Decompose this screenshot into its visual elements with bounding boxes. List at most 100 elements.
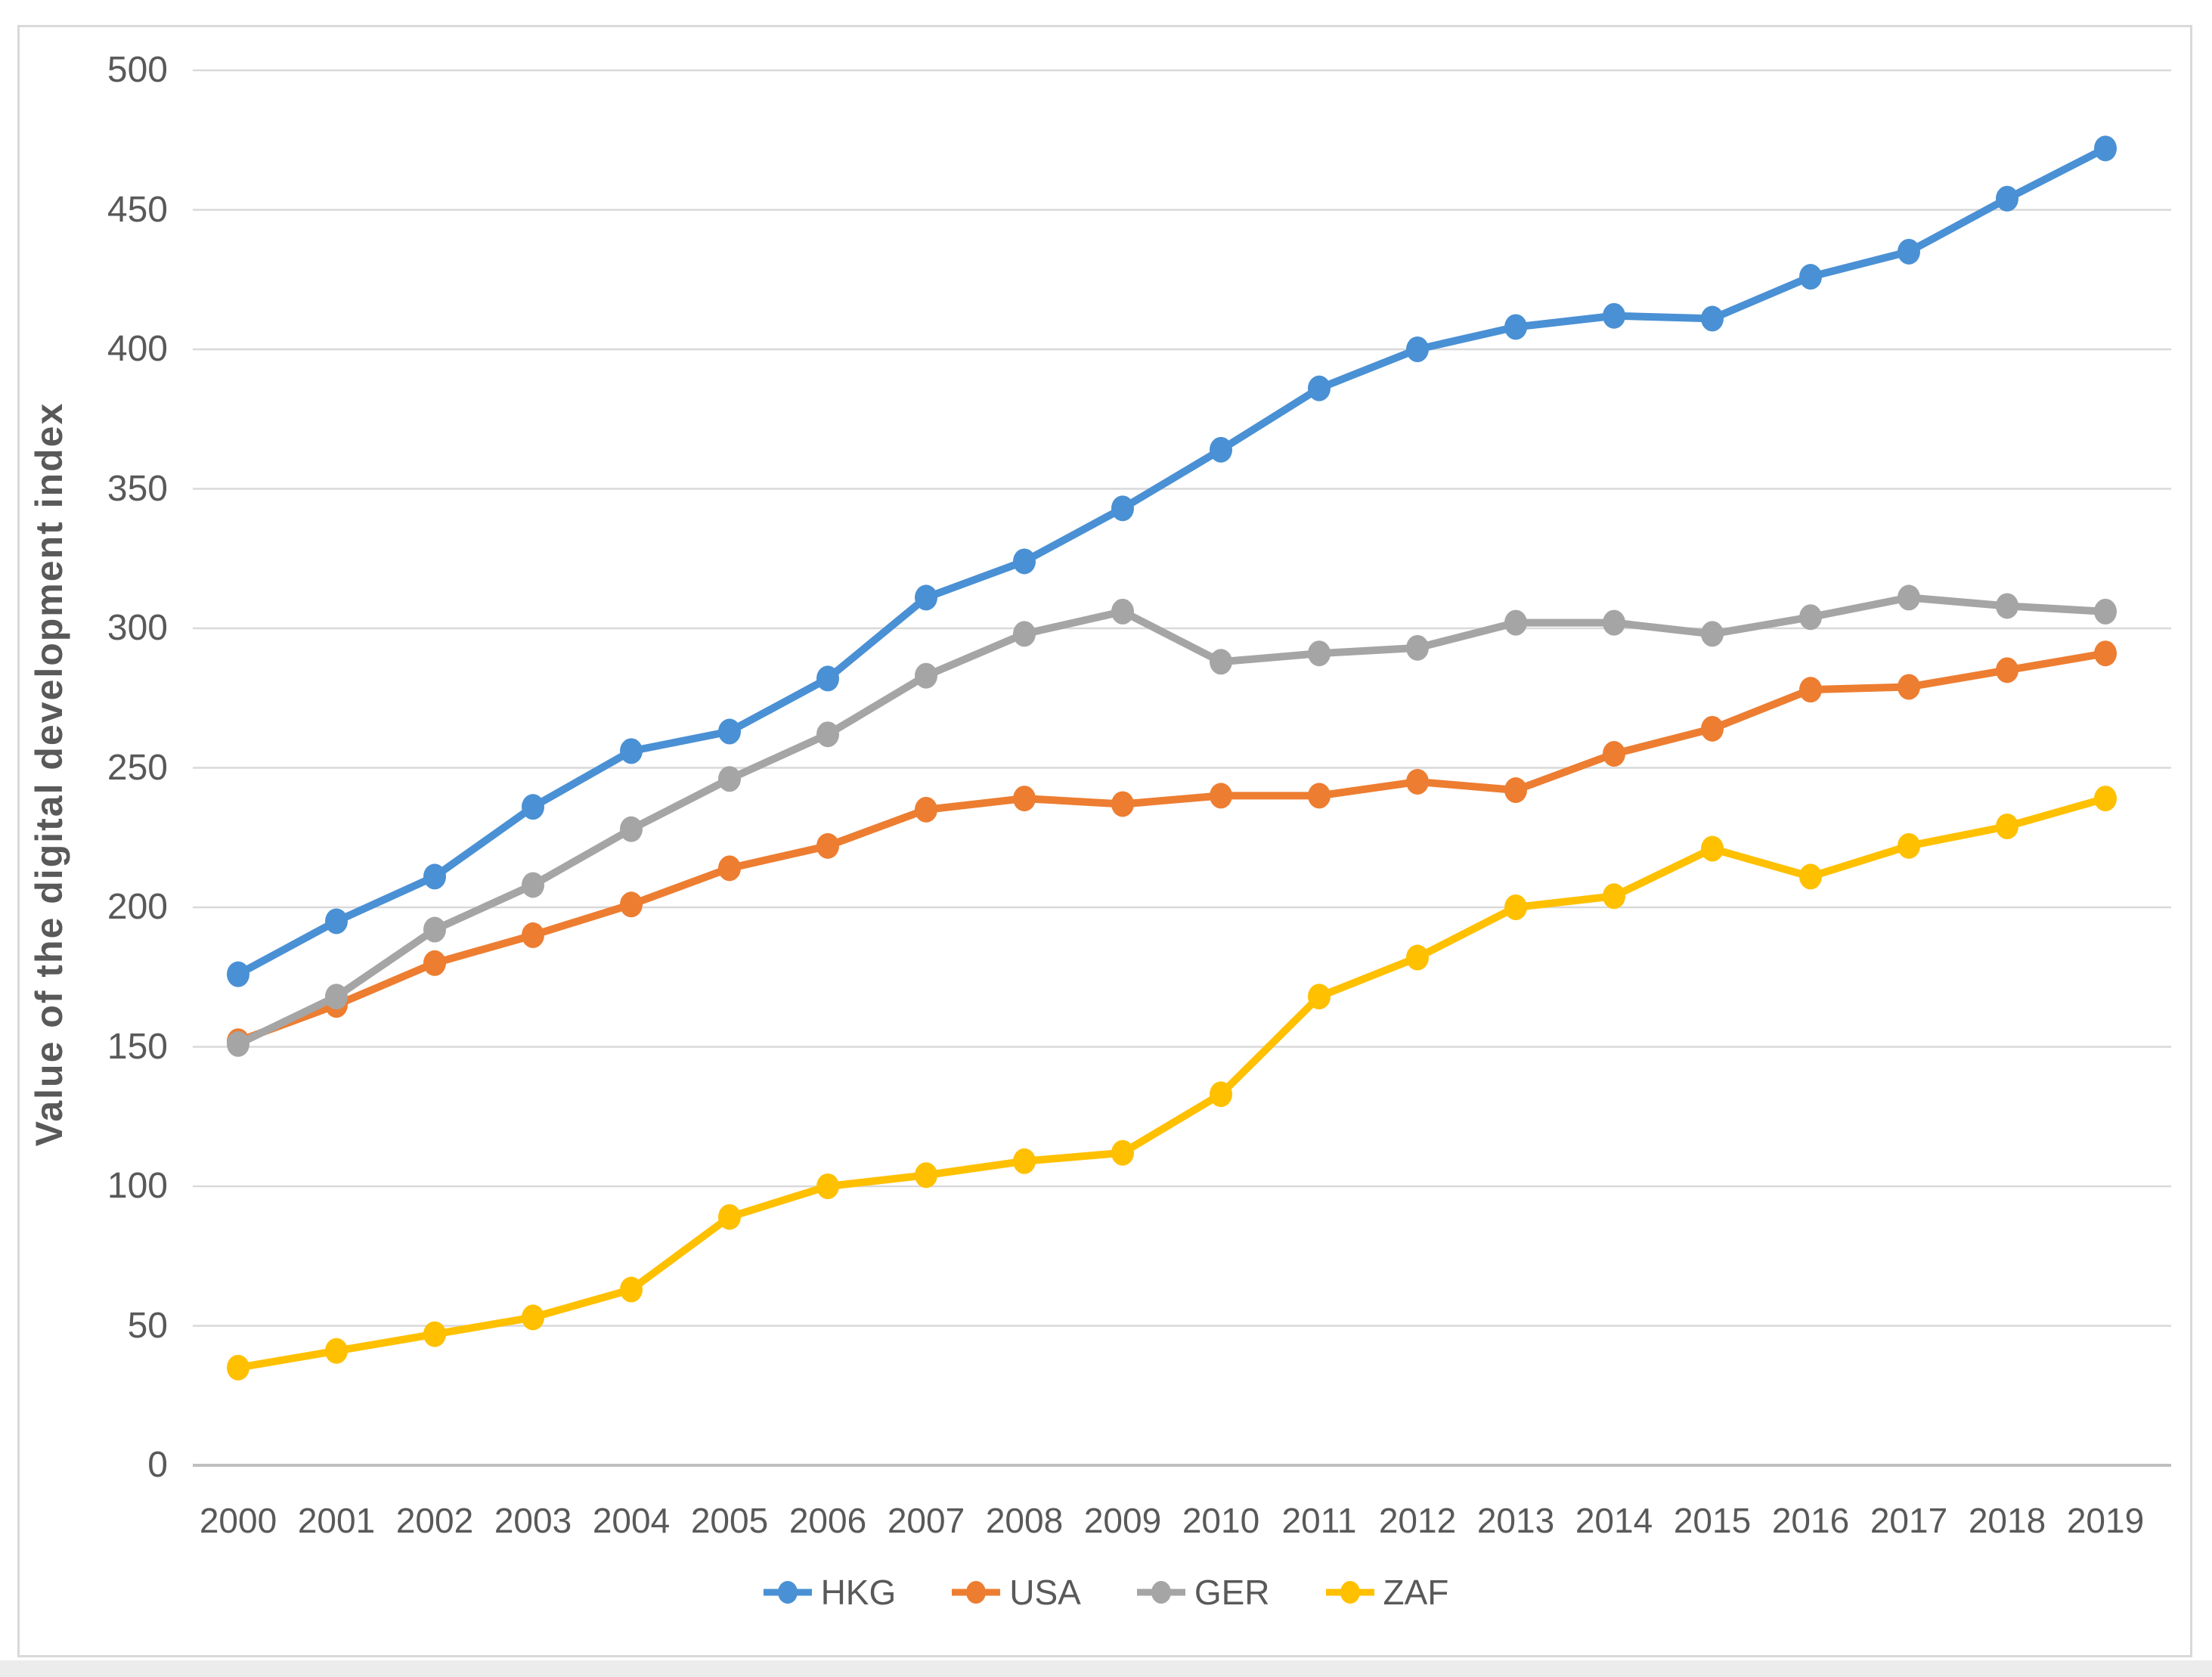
y-tick-label: 450 bbox=[107, 189, 168, 230]
data-point-zaf bbox=[1799, 863, 1822, 890]
data-point-hkg bbox=[522, 794, 544, 820]
data-point-hkg bbox=[325, 908, 348, 935]
data-point-usa bbox=[816, 832, 839, 859]
y-tick-label: 0 bbox=[147, 1445, 168, 1485]
data-point-zaf bbox=[1898, 832, 1920, 859]
x-tick-label: 2012 bbox=[1378, 1501, 1457, 1540]
x-tick-label: 2016 bbox=[1771, 1501, 1850, 1540]
data-point-usa bbox=[1603, 741, 1625, 767]
x-tick-label: 2018 bbox=[1968, 1501, 2046, 1540]
data-point-ger bbox=[522, 872, 544, 898]
data-point-zaf bbox=[915, 1162, 937, 1189]
y-tick-label: 500 bbox=[107, 50, 168, 90]
data-point-hkg bbox=[1308, 375, 1331, 401]
legend-item-zaf: ZAF bbox=[1325, 1571, 1448, 1613]
data-point-usa bbox=[522, 922, 544, 948]
legend-label: USA bbox=[1009, 1573, 1081, 1612]
data-point-ger bbox=[1308, 640, 1331, 667]
series-line-zaf bbox=[234, 795, 2109, 1372]
data-point-zaf bbox=[423, 1321, 446, 1347]
data-point-usa bbox=[1504, 777, 1527, 804]
data-point-ger bbox=[1996, 593, 2018, 619]
y-tick-label: 300 bbox=[107, 608, 168, 648]
data-point-hkg bbox=[1996, 185, 2018, 212]
data-point-ger bbox=[1210, 649, 1232, 675]
x-tick-label: 2000 bbox=[199, 1501, 277, 1540]
data-point-hkg bbox=[1406, 336, 1429, 362]
data-point-usa bbox=[423, 950, 446, 976]
data-point-zaf bbox=[1013, 1148, 1036, 1174]
data-point-usa bbox=[1013, 786, 1036, 812]
data-point-ger bbox=[915, 662, 937, 689]
data-point-usa bbox=[1898, 674, 1920, 700]
chart-legend: HKG USA GER ZAF bbox=[0, 1571, 2212, 1613]
data-point-hkg bbox=[2094, 135, 2117, 162]
series-line-ger bbox=[234, 594, 2109, 1048]
data-point-hkg bbox=[816, 665, 839, 692]
x-tick-label: 2010 bbox=[1182, 1501, 1260, 1540]
x-tick-label: 2019 bbox=[2066, 1501, 2145, 1540]
legend-label: GER bbox=[1194, 1573, 1270, 1612]
data-point-hkg bbox=[1013, 548, 1036, 575]
data-point-ger bbox=[620, 816, 643, 842]
x-tick-label: 2007 bbox=[887, 1501, 965, 1540]
data-point-ger bbox=[1603, 609, 1625, 636]
data-point-usa bbox=[915, 796, 937, 823]
legend-label: HKG bbox=[820, 1573, 897, 1612]
data-point-ger bbox=[227, 1031, 249, 1057]
data-point-ger bbox=[1898, 584, 1920, 611]
data-point-hkg bbox=[1701, 305, 1724, 332]
data-point-hkg bbox=[1210, 436, 1232, 463]
data-point-zaf bbox=[620, 1276, 643, 1303]
x-tick-label: 2005 bbox=[690, 1501, 769, 1540]
data-point-hkg bbox=[1898, 238, 1920, 265]
x-tick-label: 2004 bbox=[592, 1501, 671, 1540]
data-point-usa bbox=[1111, 791, 1134, 817]
data-point-usa bbox=[1308, 783, 1331, 809]
y-tick-label: 200 bbox=[107, 887, 168, 927]
data-point-usa bbox=[1406, 768, 1429, 795]
x-tick-label: 2001 bbox=[297, 1501, 376, 1540]
x-tick-label: 2013 bbox=[1476, 1501, 1555, 1540]
y-tick-label: 400 bbox=[107, 329, 168, 369]
data-point-hkg bbox=[423, 863, 446, 890]
legend-item-usa: USA bbox=[952, 1571, 1081, 1613]
data-point-ger bbox=[816, 721, 839, 748]
data-point-zaf bbox=[227, 1354, 249, 1381]
x-tick-label: 2011 bbox=[1281, 1501, 1357, 1540]
series-line-usa bbox=[234, 649, 2109, 1046]
data-point-ger bbox=[718, 766, 741, 792]
y-tick-label: 150 bbox=[107, 1026, 168, 1067]
data-point-hkg bbox=[1603, 302, 1625, 329]
data-point-ger bbox=[1111, 598, 1134, 625]
data-point-usa bbox=[1996, 657, 2018, 684]
data-point-ger bbox=[325, 984, 348, 1010]
data-point-usa bbox=[2094, 640, 2117, 667]
legend-item-ger: GER bbox=[1136, 1571, 1270, 1613]
data-point-usa bbox=[1210, 783, 1232, 809]
data-point-zaf bbox=[1308, 984, 1331, 1010]
data-point-ger bbox=[1504, 609, 1527, 636]
x-tick-label: 2002 bbox=[395, 1501, 474, 1540]
legend-marker-icon bbox=[952, 1581, 1001, 1604]
data-point-zaf bbox=[816, 1173, 839, 1199]
y-tick-label: 50 bbox=[127, 1305, 168, 1346]
data-point-ger bbox=[1406, 634, 1429, 661]
data-point-hkg bbox=[620, 738, 643, 764]
data-point-hkg bbox=[227, 961, 249, 987]
x-tick-label: 2015 bbox=[1673, 1501, 1752, 1540]
legend-marker-icon bbox=[1136, 1581, 1185, 1604]
data-point-zaf bbox=[1701, 835, 1724, 862]
data-point-zaf bbox=[1996, 813, 2018, 839]
data-point-usa bbox=[1799, 677, 1822, 703]
data-point-zaf bbox=[1603, 883, 1625, 910]
data-point-ger bbox=[423, 916, 446, 943]
x-tick-label: 2006 bbox=[788, 1501, 867, 1540]
x-tick-label: 2008 bbox=[985, 1501, 1064, 1540]
data-point-usa bbox=[718, 855, 741, 882]
data-point-zaf bbox=[1406, 944, 1429, 971]
data-point-zaf bbox=[718, 1204, 741, 1230]
x-tick-label: 2009 bbox=[1083, 1501, 1162, 1540]
